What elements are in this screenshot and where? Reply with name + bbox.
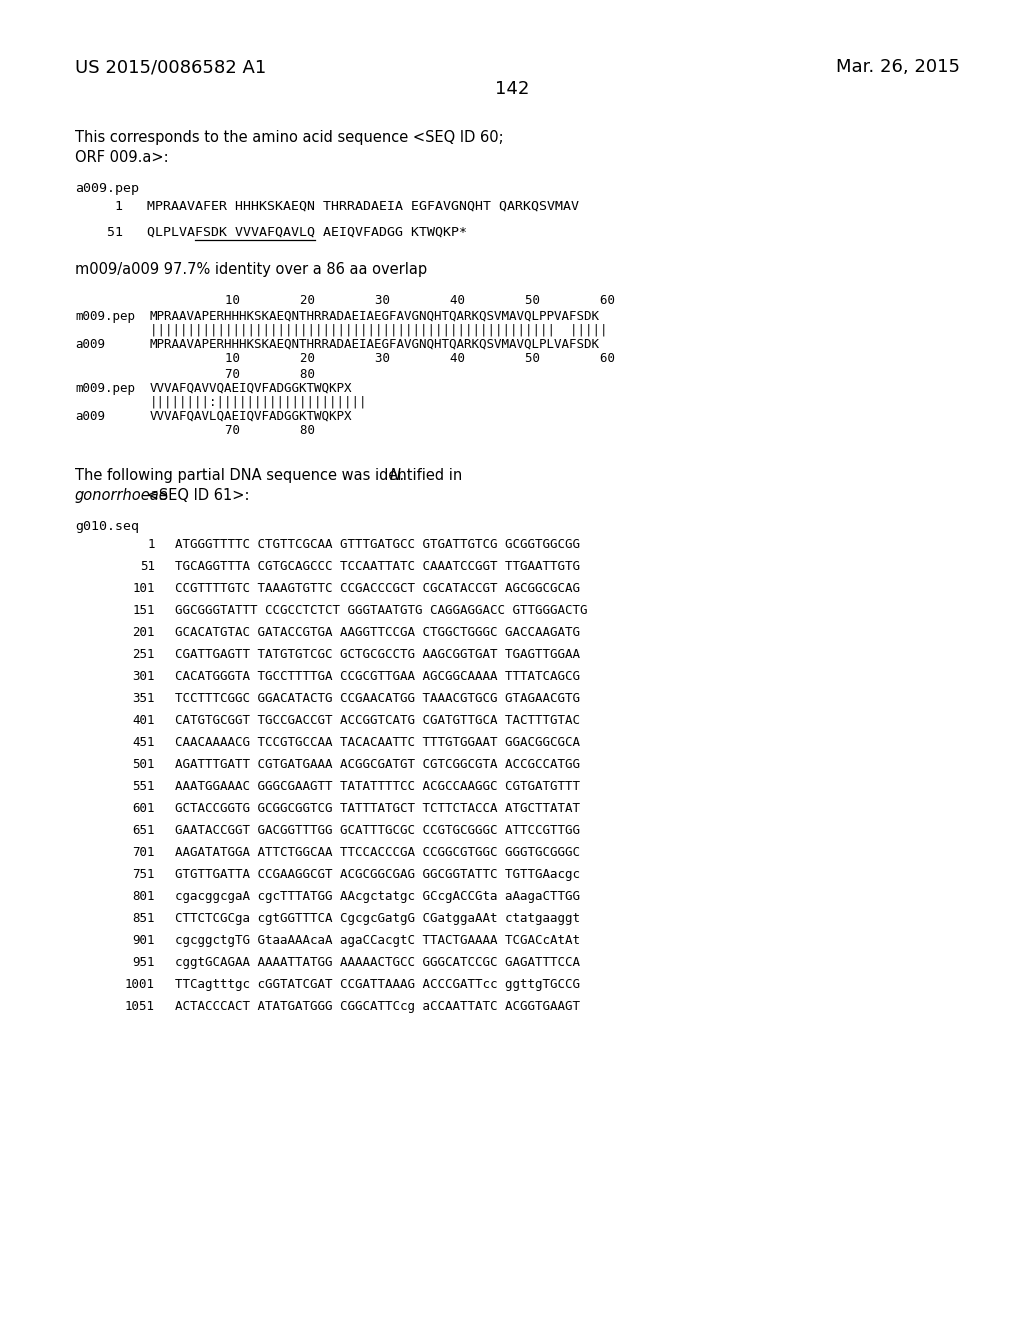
Text: 10        20        30        40        50        60: 10 20 30 40 50 60 <box>150 352 615 366</box>
Text: AAGATATGGA ATTCTGGCAA TTCCACCCGA CCGGCGTGGC GGGTGCGGGC: AAGATATGGA ATTCTGGCAA TTCCACCCGA CCGGCGT… <box>175 846 580 859</box>
Text: 651: 651 <box>132 824 155 837</box>
Text: 851: 851 <box>132 912 155 925</box>
Text: 451: 451 <box>132 737 155 748</box>
Text: CATGTGCGGT TGCCGACCGT ACCGGTCATG CGATGTTGCA TACTTTGTAC: CATGTGCGGT TGCCGACCGT ACCGGTCATG CGATGTT… <box>175 714 580 727</box>
Text: The following partial DNA sequence was identified in: The following partial DNA sequence was i… <box>75 469 467 483</box>
Text: 951: 951 <box>132 956 155 969</box>
Text: 1001: 1001 <box>125 978 155 991</box>
Text: 751: 751 <box>132 869 155 880</box>
Text: 142: 142 <box>495 81 529 98</box>
Text: MPRAAVAPERHHHKSKAEQNTHRRADAEIAEGFAVGNQHTQARKQSVMAVQLPLVAFSDK: MPRAAVAPERHHHKSKAEQNTHRRADAEIAEGFAVGNQHT… <box>150 338 600 351</box>
Text: a009: a009 <box>75 411 105 422</box>
Text: ATGGGTTTTC CTGTTCGCAA GTTTGATGCC GTGATTGTCG GCGGTGGCGG: ATGGGTTTTC CTGTTCGCAA GTTTGATGCC GTGATTG… <box>175 539 580 550</box>
Text: <SEQ ID 61>:: <SEQ ID 61>: <box>141 488 249 503</box>
Text: 801: 801 <box>132 890 155 903</box>
Text: 51: 51 <box>140 560 155 573</box>
Text: 251: 251 <box>132 648 155 661</box>
Text: ||||||||||||||||||||||||||||||||||||||||||||||||||||||  |||||: ||||||||||||||||||||||||||||||||||||||||… <box>150 323 607 337</box>
Text: MPRAAVAPERHHHKSKAEQNTHRRADAEIAEGFAVGNQHTQARKQSVMAVQLPPVAFSDK: MPRAAVAPERHHHKSKAEQNTHRRADAEIAEGFAVGNQHT… <box>150 310 600 323</box>
Text: g010.seq: g010.seq <box>75 520 139 533</box>
Text: 151: 151 <box>132 605 155 616</box>
Text: ORF 009.a>:: ORF 009.a>: <box>75 150 169 165</box>
Text: TGCAGGTTTA CGTGCAGCCC TCCAATTATC CAAATCCGGT TTGAATTGTG: TGCAGGTTTA CGTGCAGCCC TCCAATTATC CAAATCC… <box>175 560 580 573</box>
Text: 1: 1 <box>147 539 155 550</box>
Text: 1051: 1051 <box>125 1001 155 1012</box>
Text: Mar. 26, 2015: Mar. 26, 2015 <box>836 58 961 77</box>
Text: m009.pep: m009.pep <box>75 381 135 395</box>
Text: GCACATGTAC GATACCGTGA AAGGTTCCGA CTGGCTGGGC GACCAAGATG: GCACATGTAC GATACCGTGA AAGGTTCCGA CTGGCTG… <box>175 626 580 639</box>
Text: 401: 401 <box>132 714 155 727</box>
Text: CCGTTTTGTC TAAAGTGTTC CCGACCCGCT CGCATACCGT AGCGGCGCAG: CCGTTTTGTC TAAAGTGTTC CCGACCCGCT CGCATAC… <box>175 582 580 595</box>
Text: m009/a009 97.7% identity over a 86 aa overlap: m009/a009 97.7% identity over a 86 aa ov… <box>75 261 427 277</box>
Text: 351: 351 <box>132 692 155 705</box>
Text: 601: 601 <box>132 803 155 814</box>
Text: ||||||||:||||||||||||||||||||: ||||||||:|||||||||||||||||||| <box>150 396 368 409</box>
Text: GTGTTGATTA CCGAAGGCGT ACGCGGCGAG GGCGGTATTC TGTTGAacgc: GTGTTGATTA CCGAAGGCGT ACGCGGCGAG GGCGGTA… <box>175 869 580 880</box>
Text: CGATTGAGTT TATGTGTCGC GCTGCGCCTG AAGCGGTGAT TGAGTTGGAA: CGATTGAGTT TATGTGTCGC GCTGCGCCTG AAGCGGT… <box>175 648 580 661</box>
Text: gonorrhoeae: gonorrhoeae <box>75 488 169 503</box>
Text: 301: 301 <box>132 671 155 682</box>
Text: GAATACCGGT GACGGTTTGG GCATTTGCGC CCGTGCGGGC ATTCCGTTGG: GAATACCGGT GACGGTTTGG GCATTTGCGC CCGTGCG… <box>175 824 580 837</box>
Text: m009.pep: m009.pep <box>75 310 135 323</box>
Text: 1   MPRAAVAFER HHHKSKAEQN THRRADAEIA EGFAVGNQHT QARKQSVMAV: 1 MPRAAVAFER HHHKSKAEQN THRRADAEIA EGFAV… <box>75 201 579 213</box>
Text: GCTACCGGTG GCGGCGGTCG TATTTATGCT TCTTCTACCA ATGCTTATAT: GCTACCGGTG GCGGCGGTCG TATTTATGCT TCTTCTA… <box>175 803 580 814</box>
Text: cgacggcgaA cgcTTTATGG AAcgctatgc GCcgACCGta aAagaCTTGG: cgacggcgaA cgcTTTATGG AAcgctatgc GCcgACC… <box>175 890 580 903</box>
Text: TCCTTTCGGC GGACATACTG CCGAACATGG TAAACGTGCG GTAGAACGTG: TCCTTTCGGC GGACATACTG CCGAACATGG TAAACGT… <box>175 692 580 705</box>
Text: AAATGGAAAC GGGCGAAGTT TATATTTTCC ACGCCAAGGC CGTGATGTTT: AAATGGAAAC GGGCGAAGTT TATATTTTCC ACGCCAA… <box>175 780 580 793</box>
Text: CAACAAAACG TCCGTGCCAA TACACAATTC TTTGTGGAAT GGACGGCGCA: CAACAAAACG TCCGTGCCAA TACACAATTC TTTGTGG… <box>175 737 580 748</box>
Text: This corresponds to the amino acid sequence <SEQ ID 60;: This corresponds to the amino acid seque… <box>75 129 504 145</box>
Text: a009.pep: a009.pep <box>75 182 139 195</box>
Text: US 2015/0086582 A1: US 2015/0086582 A1 <box>75 58 266 77</box>
Text: AGATTTGATT CGTGATGAAA ACGGCGATGT CGTCGGCGTA ACCGCCATGG: AGATTTGATT CGTGATGAAA ACGGCGATGT CGTCGGC… <box>175 758 580 771</box>
Text: VVVAFQAVLQAEIQVFADGGKTWQKPX: VVVAFQAVLQAEIQVFADGGKTWQKPX <box>150 411 352 422</box>
Text: 901: 901 <box>132 935 155 946</box>
Text: 70        80: 70 80 <box>150 368 315 381</box>
Text: 51   QLPLVAFSDK VVVAFQAVLQ AEIQVFADGG KTWQKP*: 51 QLPLVAFSDK VVVAFQAVLQ AEIQVFADGG KTWQ… <box>75 226 467 239</box>
Text: TTCagtttgc cGGTATCGAT CCGATTAAAG ACCCGATTcc ggttgTGCCG: TTCagtttgc cGGTATCGAT CCGATTAAAG ACCCGAT… <box>175 978 580 991</box>
Text: 701: 701 <box>132 846 155 859</box>
Text: 551: 551 <box>132 780 155 793</box>
Text: a009: a009 <box>75 338 105 351</box>
Text: N.: N. <box>389 469 406 483</box>
Text: VVVAFQAVVQAEIQVFADGGKTWQKPX: VVVAFQAVVQAEIQVFADGGKTWQKPX <box>150 381 352 395</box>
Text: 501: 501 <box>132 758 155 771</box>
Text: CTTCTCGCga cgtGGTTTCA CgcgcGatgG CGatggaAAt ctatgaaggt: CTTCTCGCga cgtGGTTTCA CgcgcGatgG CGatgga… <box>175 912 580 925</box>
Text: 101: 101 <box>132 582 155 595</box>
Text: 201: 201 <box>132 626 155 639</box>
Text: CACATGGGTA TGCCTTTTGA CCGCGTTGAA AGCGGCAAAA TTTATCAGCG: CACATGGGTA TGCCTTTTGA CCGCGTTGAA AGCGGCA… <box>175 671 580 682</box>
Text: ACTACCCACT ATATGATGGG CGGCATTCcg aCCAATTATC ACGGTGAAGT: ACTACCCACT ATATGATGGG CGGCATTCcg aCCAATT… <box>175 1001 580 1012</box>
Text: 10        20        30        40        50        60: 10 20 30 40 50 60 <box>150 294 615 308</box>
Text: GGCGGGTATTT CCGCCTCTCT GGGTAATGTG CAGGAGGACC GTTGGGACTG: GGCGGGTATTT CCGCCTCTCT GGGTAATGTG CAGGAG… <box>175 605 588 616</box>
Text: cggtGCAGAA AAAATTATGG AAAAACTGCC GGGCATCCGC GAGATTTCCA: cggtGCAGAA AAAATTATGG AAAAACTGCC GGGCATC… <box>175 956 580 969</box>
Text: cgcggctgTG GtaaAAAcaA agaCCacgtC TTACTGAAAA TCGACcAtAt: cgcggctgTG GtaaAAAcaA agaCCacgtC TTACTGA… <box>175 935 580 946</box>
Text: 70        80: 70 80 <box>150 424 315 437</box>
